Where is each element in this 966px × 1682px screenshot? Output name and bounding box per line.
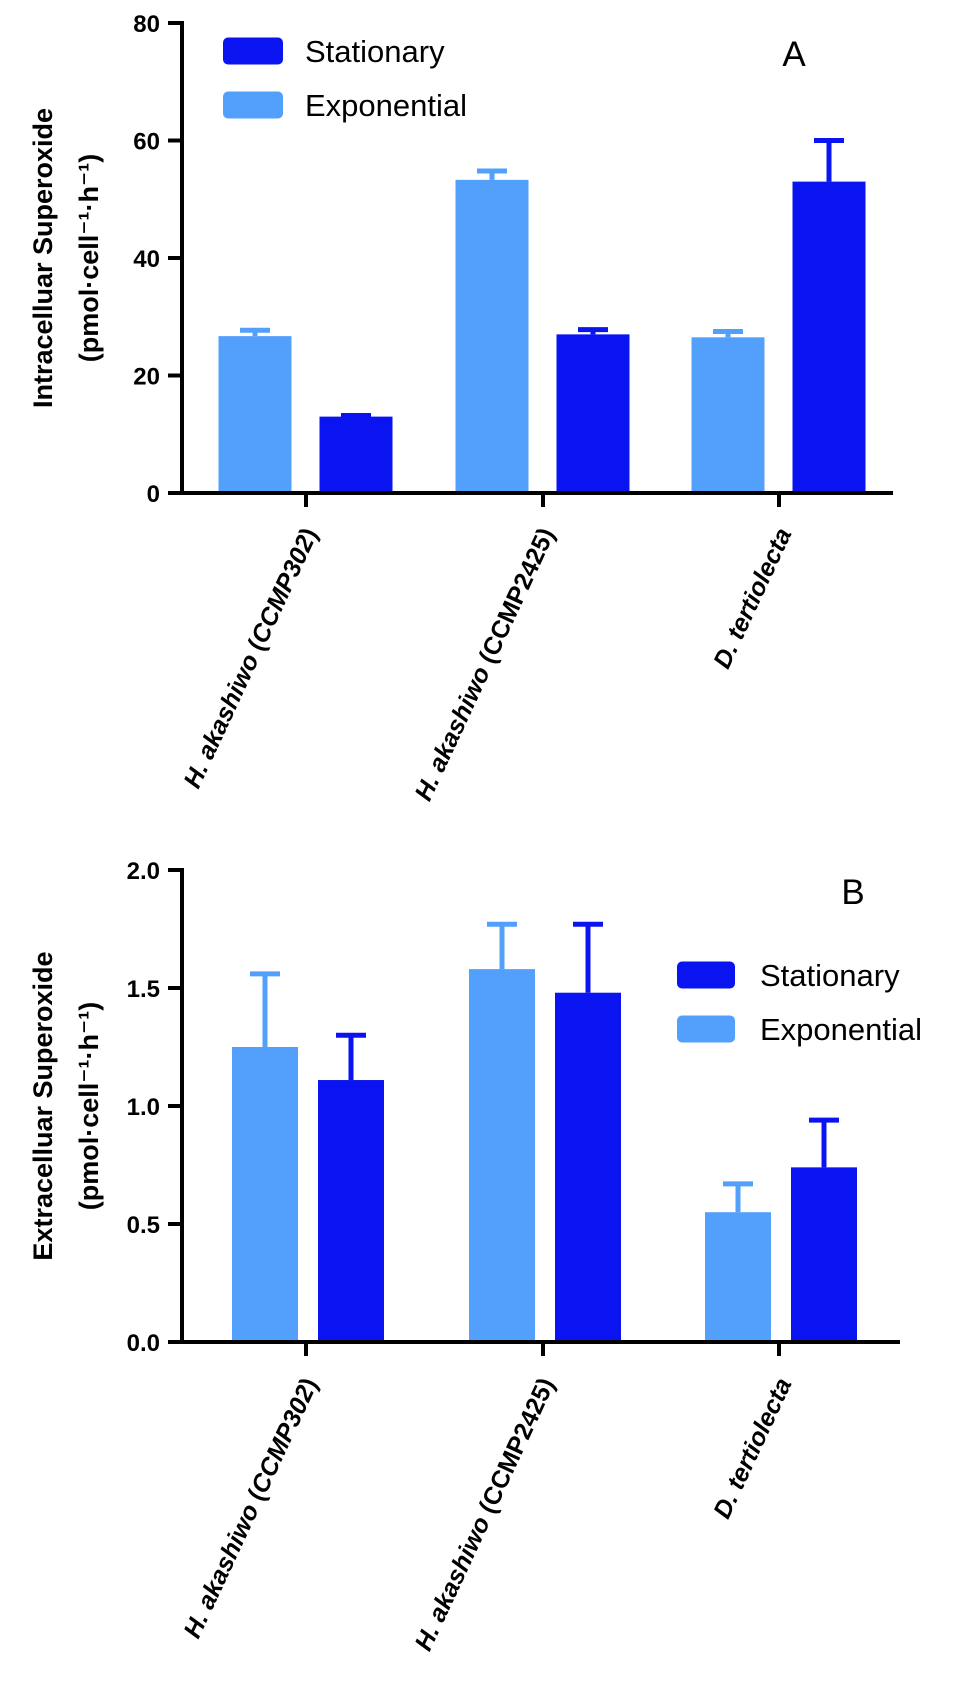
panel-a-category-label: D. tertiolecta	[708, 524, 797, 673]
panel-a-y-axis-unit: (pmol·cell⁻¹·h⁻¹)	[74, 154, 104, 362]
panel-b-category-label: D. tertiolecta	[708, 1374, 797, 1523]
panel-b-error-bar-exponential-2	[487, 921, 517, 970]
legend-label-stationary: Stationary	[305, 34, 445, 69]
panel-a-category-label: H. akashiwo (CCMP302)	[178, 524, 323, 793]
panel-b-category-label: H. akashiwo (CCMP302)	[178, 1374, 323, 1643]
panel-b-y-tick-label: 0.5	[127, 1212, 160, 1239]
legend-swatch-stationary	[223, 37, 283, 65]
panel-a-y-tick-label: 0	[147, 481, 160, 508]
panel-b-bar-exponential-3	[705, 1212, 771, 1342]
panel-b-letter: B	[841, 873, 864, 912]
panel-a-category-label: H. akashiwo (CCMP2425)	[409, 524, 560, 805]
panel-a-y-tick-label: 20	[133, 364, 160, 391]
panel-a-y-axis-title: Intracelluar Superoxide	[28, 108, 58, 408]
panel-a-bar-stationary-1	[319, 416, 393, 493]
panel-a-bar-stationary-2	[556, 334, 630, 493]
panel-b-bar-stationary-1	[318, 1080, 384, 1342]
legend-label-exponential: Exponential	[760, 1012, 922, 1047]
panel-a-y-tick-label: 40	[133, 246, 160, 273]
panel-a-chart: 0 20 40 60 80 H. akashiwo (CCMP302) H. akashiw…	[28, 11, 893, 805]
panel-b-bar-exponential-1	[232, 1047, 298, 1342]
panel-a-error-bar-exponential-3	[713, 328, 743, 338]
panel-a-bar-stationary-3	[792, 181, 866, 493]
legend-swatch-exponential	[223, 91, 283, 119]
legend-label-stationary: Stationary	[760, 958, 900, 993]
panel-b-y-tick-label: 1.0	[127, 1094, 160, 1121]
panel-b-y-axis-title: Extracelluar Superoxide	[28, 951, 58, 1260]
panel-b-y-tick-label: 1.5	[127, 976, 160, 1003]
panel-b-bar-stationary-2	[555, 992, 621, 1342]
legend-swatch-stationary	[677, 961, 735, 989]
panel-a-y-tick-label: 60	[133, 129, 160, 156]
panel-b-bar-exponential-2	[469, 969, 535, 1342]
panel-a-error-bar-stationary-1	[341, 412, 371, 418]
panel-a-error-bar-stationary-3	[814, 138, 844, 182]
panel-b-category-label: H. akashiwo (CCMP2425)	[409, 1374, 560, 1655]
panel-a-y-tick-label: 80	[133, 11, 160, 38]
panel-a-error-bar-exponential-2	[477, 168, 507, 180]
panel-b-bar-stationary-3	[791, 1167, 857, 1342]
panel-b-error-bar-exponential-3	[723, 1181, 753, 1213]
panel-a-legend: Stationary Exponential	[223, 34, 467, 123]
panel-b-y-tick-label: 0.0	[127, 1330, 160, 1357]
panel-a-bar-exponential-1	[218, 336, 292, 493]
panel-a-error-bar-stationary-2	[578, 327, 608, 335]
panel-a-letter: A	[782, 35, 806, 74]
panel-b-error-bar-stationary-3	[809, 1117, 839, 1168]
panel-a-error-bar-exponential-1	[240, 327, 270, 337]
panel-a-bar-exponential-2	[455, 179, 529, 494]
panel-b-legend: Stationary Exponential	[677, 958, 922, 1047]
panel-b-error-bar-stationary-2	[573, 921, 603, 993]
panel-b-chart: 0.0 0.5 1.0 1.5 2.0 H. akashiwo (CCMP302) H. a…	[28, 858, 922, 1655]
legend-label-exponential: Exponential	[305, 88, 467, 123]
legend-swatch-exponential	[677, 1015, 735, 1043]
panel-b-y-axis-unit: (pmol·cell⁻¹·h⁻¹)	[74, 1002, 104, 1210]
panel-b-y-tick-label: 2.0	[127, 858, 160, 885]
panel-a-bar-exponential-3	[691, 337, 765, 493]
panel-b-error-bar-stationary-1	[336, 1032, 366, 1081]
panel-b-error-bar-exponential-1	[250, 971, 280, 1047]
